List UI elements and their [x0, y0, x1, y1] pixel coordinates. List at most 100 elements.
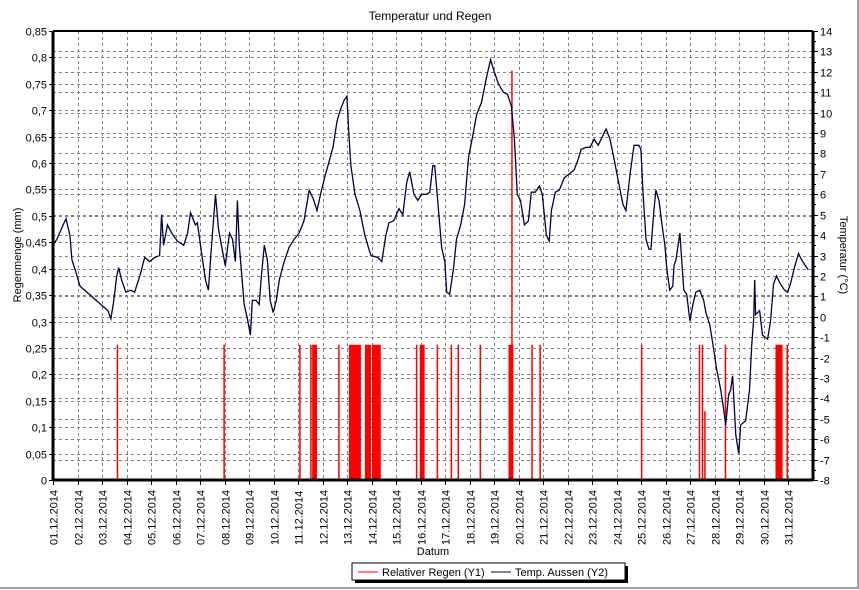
x-tick-label: 13.12.2014 — [343, 490, 355, 545]
x-tick-label: 28.12.2014 — [711, 490, 723, 545]
rain-bar — [419, 344, 425, 480]
y-right-tick-label: 3 — [820, 252, 826, 264]
rain-bar — [364, 344, 371, 480]
rain-bar — [310, 344, 312, 480]
x-tick-label: 14.12.2014 — [368, 490, 380, 545]
temperature-line — [52, 57, 809, 454]
y-right-tick-label: 1 — [820, 292, 826, 304]
rain-bar — [786, 344, 789, 480]
y-right-tick-label: 2 — [820, 272, 826, 284]
x-tick-label: 09.12.2014 — [245, 490, 257, 545]
x-tick-label: 06.12.2014 — [172, 490, 184, 545]
y-left-tick-label: 0,6 — [32, 159, 47, 171]
rain-bar — [704, 411, 706, 480]
x-tick-label: 18.12.2014 — [466, 490, 478, 545]
rain-bar — [539, 344, 541, 480]
y-right-tick-label: -8 — [820, 476, 830, 488]
x-tick-label: 17.12.2014 — [441, 490, 453, 545]
rain-bar — [415, 344, 418, 480]
rain-bar — [450, 344, 453, 480]
y-right-tick-label: 5 — [820, 211, 826, 223]
y-left-tick-label: 0,05 — [26, 450, 47, 462]
y-left-tick-label: 0,2 — [32, 370, 47, 382]
y-left-tick-label: 0,25 — [26, 344, 47, 356]
grid — [53, 31, 813, 480]
y-right-tick-label: -4 — [820, 394, 830, 406]
rain-bar — [371, 344, 381, 480]
y-right-tick-label: -6 — [820, 435, 830, 447]
rain-bar — [724, 344, 727, 480]
legend-rain-label: Relativer Regen (Y1) — [382, 567, 485, 579]
temperature-line-group — [52, 57, 809, 454]
x-tick-label: 03.12.2014 — [98, 490, 110, 545]
x-tick-label: 22.12.2014 — [564, 490, 576, 545]
rain-bar — [312, 344, 318, 480]
y-left-tick-label: 0,85 — [26, 27, 47, 39]
y-right-tick-label: -5 — [820, 415, 830, 427]
x-tick-label: 16.12.2014 — [417, 490, 429, 545]
y-left-tick-label: 0,15 — [26, 397, 47, 409]
y-right-tick-label: 14 — [820, 27, 832, 39]
x-tick-label: 07.12.2014 — [196, 490, 208, 545]
legend-temp-label: Temp. Aussen (Y2) — [515, 567, 608, 579]
chart-title: Temperatur und Regen — [369, 9, 492, 23]
rain-bar — [348, 344, 361, 480]
y-right-tick-label: 10 — [820, 109, 832, 121]
y-left-tick-label: 0 — [41, 476, 47, 488]
rain-bar — [640, 344, 643, 480]
rain-bar — [698, 344, 701, 480]
y-right-tick-label: 11 — [820, 88, 831, 100]
rain-bar — [116, 344, 119, 480]
rain-bar — [531, 344, 533, 480]
y-right-tick-label: 7 — [820, 170, 826, 182]
x-tick-label: 02.12.2014 — [74, 490, 86, 545]
x-tick-label: 31.12.2014 — [784, 490, 796, 545]
x-tick-label: 12.12.2014 — [319, 490, 331, 545]
y-left-tick-label: 0,8 — [32, 53, 47, 65]
rain-bar — [511, 70, 513, 480]
x-tick-label: 01.12.2014 — [49, 490, 61, 545]
y-left-tick-label: 0,3 — [32, 318, 47, 330]
rain-bar — [436, 344, 439, 480]
x-tick-label: 10.12.2014 — [270, 490, 282, 545]
x-axis-label: Datum — [417, 546, 449, 558]
y-left-tick-label: 0,7 — [32, 106, 47, 118]
rain-bar — [701, 344, 704, 480]
rain-bar — [223, 344, 225, 480]
y-left-tick-label: 0,65 — [26, 133, 47, 145]
x-tick-label: 20.12.2014 — [515, 490, 527, 545]
y-right-tick-label: -3 — [820, 374, 830, 386]
x-tick-label: 26.12.2014 — [662, 490, 674, 545]
rain-bars — [116, 70, 789, 480]
y-left-tick-label: 0,5 — [32, 212, 47, 224]
x-tick-label: 27.12.2014 — [686, 490, 698, 545]
rain-bar — [299, 344, 301, 480]
y-right-axis-label: Temperatur (°C) — [837, 216, 849, 294]
rain-bar — [479, 344, 482, 480]
y-right-tick-label: -1 — [820, 333, 830, 345]
y-left-tick-label: 0,75 — [26, 80, 47, 92]
y-right-tick-label: 12 — [820, 68, 832, 80]
y-left-tick-label: 0,55 — [26, 185, 47, 197]
y-right-tick-label: 9 — [820, 129, 826, 141]
y-left-tick-label: 0,1 — [32, 423, 47, 435]
y-right-tick-label: 13 — [820, 47, 832, 59]
x-tick-label: 23.12.2014 — [588, 490, 600, 545]
legend: Relativer Regen (Y1) Temp. Aussen (Y2) — [351, 562, 628, 583]
x-tick-label: 04.12.2014 — [123, 490, 135, 545]
y-right-tick-label: 6 — [820, 190, 826, 202]
rain-bar — [338, 344, 340, 480]
x-tick-label: 29.12.2014 — [735, 490, 747, 545]
y-left-tick-label: 0,35 — [26, 291, 47, 303]
y-left-tick-label: 0,45 — [26, 238, 47, 250]
x-tick-label: 08.12.2014 — [221, 490, 233, 545]
y-right-tick-label: -2 — [820, 354, 830, 366]
x-tick-label: 24.12.2014 — [613, 490, 625, 545]
x-tick-label: 05.12.2014 — [147, 490, 159, 545]
rain-bar — [508, 344, 514, 480]
y-right-tick-label: 8 — [820, 149, 826, 161]
x-tick-label: 30.12.2014 — [760, 490, 772, 545]
x-tick-label: 11.12.2014 — [294, 491, 306, 545]
